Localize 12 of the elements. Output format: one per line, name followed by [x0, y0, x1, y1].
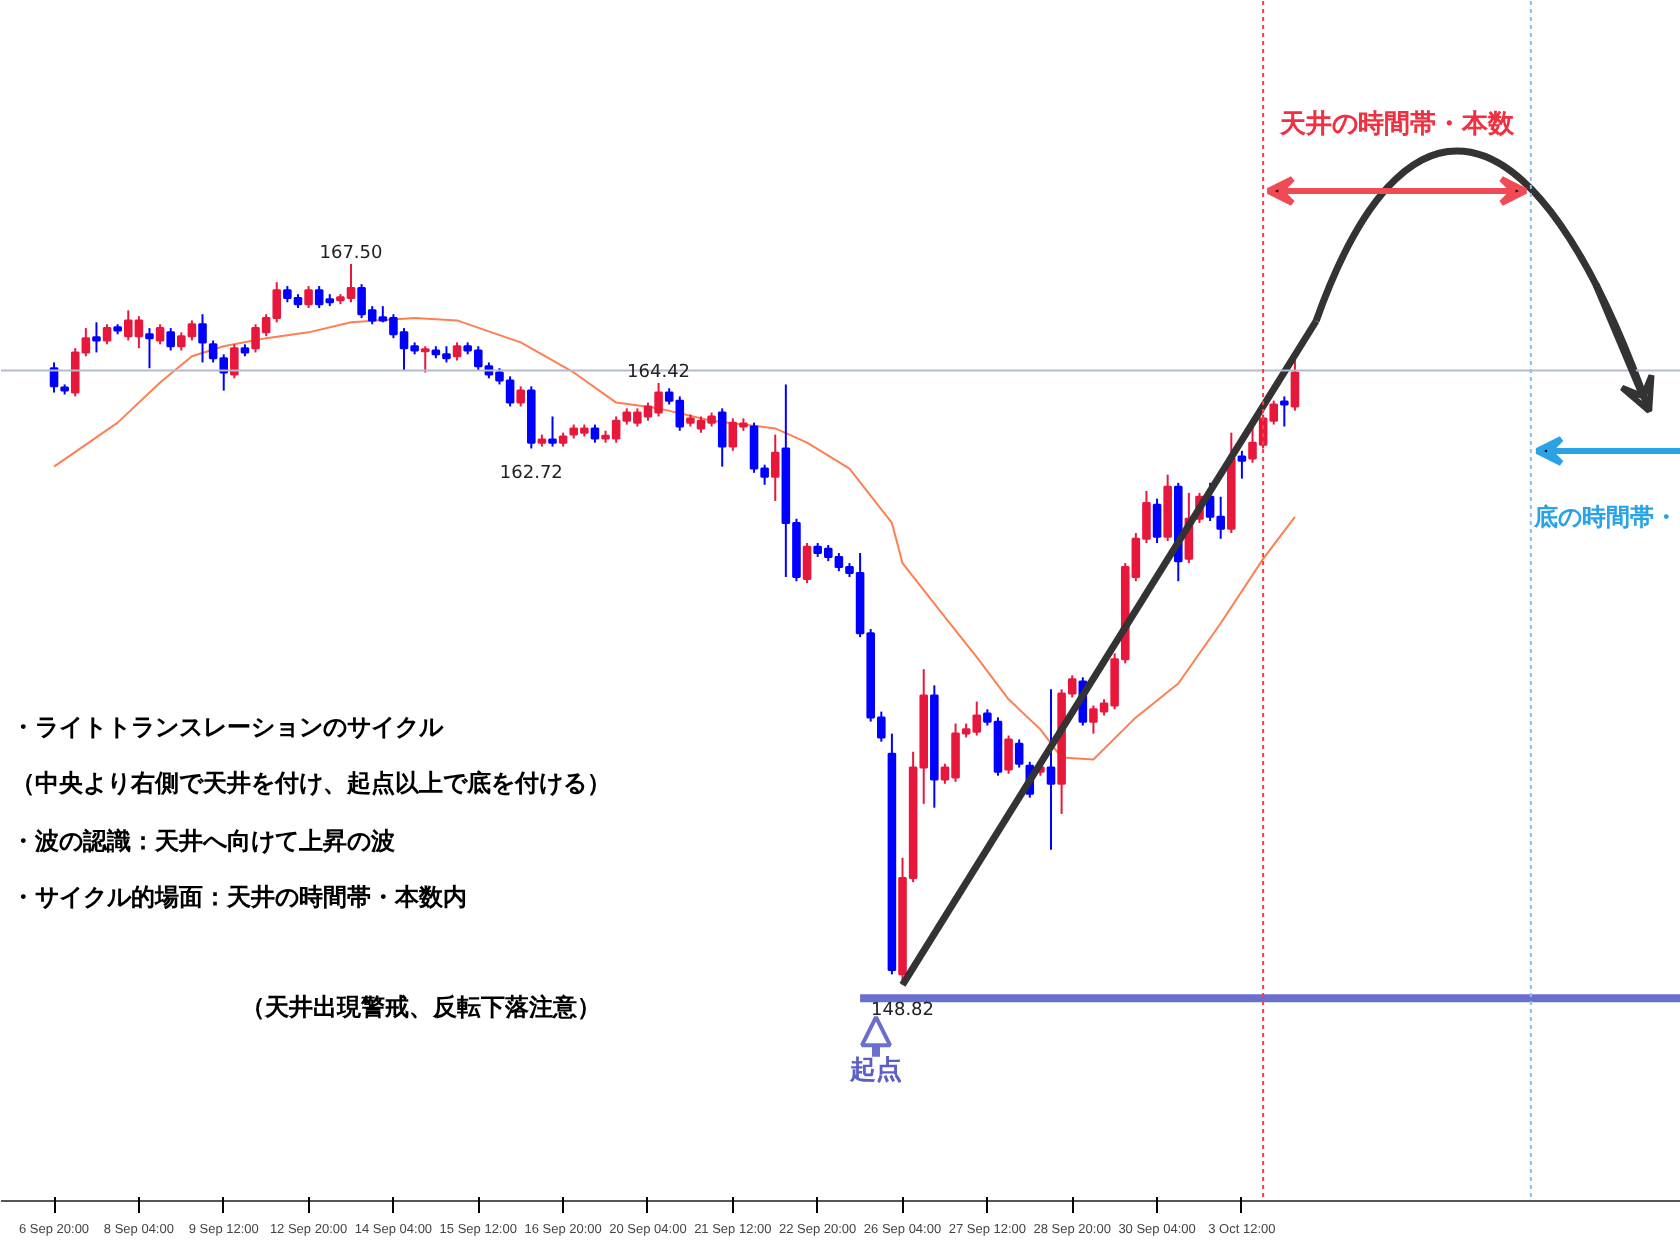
text: （天井出現警戒、反転下落注意）: [241, 993, 601, 1021]
annotation: ・波の認識：天井へ向けて上昇の波: [11, 827, 397, 855]
text: 起点: [848, 1054, 902, 1087]
text: 底の時間帯・: [1531, 503, 1678, 531]
annotation: 148.82: [871, 1000, 935, 1021]
annotation: ・ライトトランスレーションのサイクル: [11, 713, 445, 741]
text: 天井の時間帯・本数: [1277, 110, 1516, 140]
annotation: ・サイクル的場面：天井の時間帯・本数内: [11, 883, 467, 911]
annotation: 167.50: [319, 244, 384, 265]
annotation: 164.42: [627, 362, 691, 383]
annotation: （中央より右側で天井を付け、起点以上で底を付ける）: [11, 769, 611, 797]
annotation: 162.72: [499, 464, 563, 485]
